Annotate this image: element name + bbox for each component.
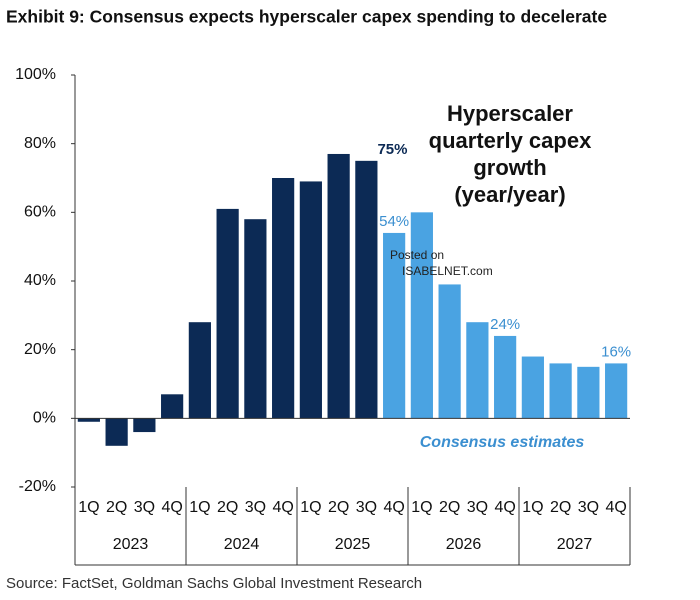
watermark: Posted on [390, 248, 444, 262]
y-tick-label: 60% [24, 204, 56, 221]
group-label: 2026 [446, 536, 482, 553]
bar [494, 335, 517, 419]
bar [161, 394, 184, 419]
bar [133, 418, 156, 433]
group-label: 2024 [224, 536, 260, 553]
x-tick-label: 4Q [272, 499, 293, 516]
x-tick-label: 3Q [467, 499, 488, 516]
y-tick-label: 80% [24, 135, 56, 152]
bar [216, 208, 239, 419]
x-tick-label: 3Q [578, 499, 599, 516]
x-tick-label: 2Q [550, 499, 571, 516]
y-tick-label: 40% [24, 272, 56, 289]
data-label: 54% [379, 213, 409, 230]
bar [105, 418, 128, 446]
group-label: 2023 [113, 536, 149, 553]
bar [244, 219, 267, 419]
x-tick-label: 2Q [217, 499, 238, 516]
group-label: 2027 [557, 536, 593, 553]
annotation-heading: growth [473, 155, 546, 180]
x-tick-label: 1Q [411, 499, 432, 516]
x-tick-label: 3Q [245, 499, 266, 516]
x-tick-label: 4Q [383, 499, 404, 516]
y-tick-label: -20% [19, 478, 56, 495]
x-tick-label: 3Q [134, 499, 155, 516]
x-tick-label: 1Q [189, 499, 210, 516]
bar [577, 366, 600, 419]
data-label: 24% [490, 316, 520, 333]
x-tick-label: 3Q [356, 499, 377, 516]
source: Source: FactSet, Goldman Sachs Global In… [6, 575, 422, 592]
y-tick-label: 100% [15, 66, 56, 83]
bar [299, 181, 322, 419]
bar [272, 178, 295, 419]
group-label: 2025 [335, 536, 371, 553]
x-tick-label: 4Q [161, 499, 182, 516]
x-tick-label: 4Q [605, 499, 626, 516]
annotation-heading: quarterly capex [429, 128, 592, 153]
annotation-heading: Hyperscaler [447, 101, 573, 126]
x-tick-label: 1Q [78, 499, 99, 516]
bar [521, 356, 544, 419]
bar [355, 160, 378, 419]
bar [383, 232, 406, 419]
x-tick-label: 1Q [300, 499, 321, 516]
data-label: 16% [601, 343, 631, 360]
bar [549, 363, 572, 419]
annotation-heading: (year/year) [454, 182, 565, 207]
annotation-estimates: Consensus estimates [420, 434, 585, 451]
bar [438, 284, 461, 419]
bar [327, 153, 350, 419]
bar [410, 212, 433, 419]
y-tick-label: 0% [33, 410, 56, 427]
y-tick-label: 20% [24, 341, 56, 358]
x-tick-label: 2Q [328, 499, 349, 516]
bar [77, 418, 100, 422]
bar [605, 363, 628, 419]
x-tick-label: 2Q [106, 499, 127, 516]
x-tick-label: 1Q [522, 499, 543, 516]
chart-title: Exhibit 9: Consensus expects hyperscaler… [6, 7, 607, 27]
bar [466, 322, 489, 419]
data-label: 75% [377, 141, 407, 158]
x-tick-label: 2Q [439, 499, 460, 516]
watermark: ISABELNET.com [402, 264, 493, 278]
bar [188, 322, 211, 419]
x-tick-label: 4Q [494, 499, 515, 516]
